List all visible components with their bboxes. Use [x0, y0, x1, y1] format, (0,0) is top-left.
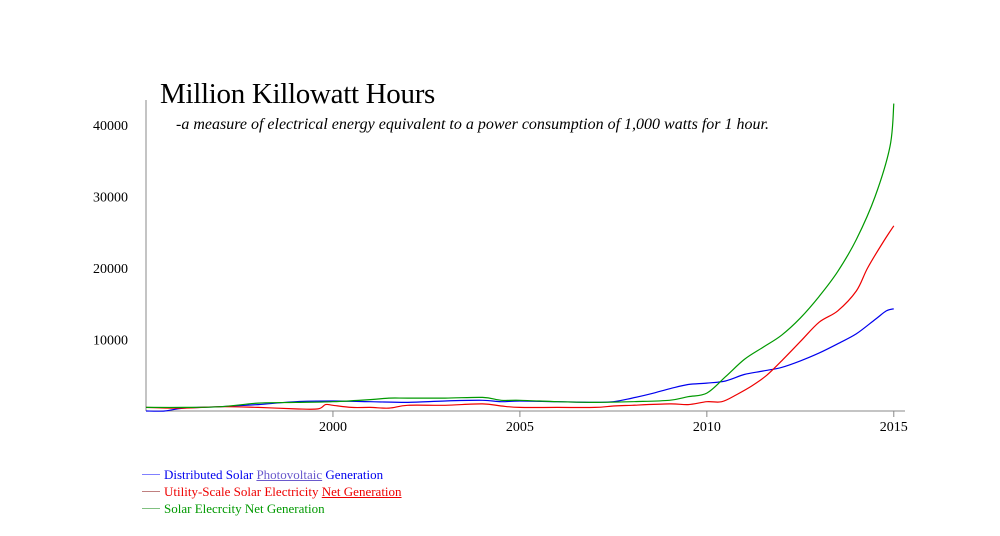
y-tick-label: 40000	[93, 119, 128, 134]
photovoltaic-link[interactable]: Photovoltaic	[256, 466, 323, 482]
x-tick-label: 2005	[506, 420, 534, 435]
legend-text: Distributed Solar	[164, 466, 257, 482]
chart-subtitle: -a measure of electrical energy equivale…	[176, 116, 769, 133]
legend-item-solar-electricity: Solar Elecrcity Net Generation	[142, 500, 402, 517]
legend-item-distributed-solar: Distributed Solar Photovoltaic Generatio…	[142, 466, 402, 483]
series-line-0	[145, 308, 894, 412]
legend-label: Distributed Solar Photovoltaic Generatio…	[164, 467, 383, 483]
x-tick-label: 2010	[693, 420, 721, 435]
legend-label: Solar Elecrcity Net Generation	[164, 500, 325, 516]
chart-title: Million Killowatt Hours	[160, 78, 436, 110]
axes: 2000 2005 2010 2015 10000 20000 30000 40000	[93, 100, 908, 435]
x-tick-label: 2000	[319, 420, 347, 435]
series-line-2	[145, 103, 895, 409]
x-tick-label: 2015	[880, 420, 908, 435]
legend-text: Utility-Scale Solar Electricity	[164, 483, 322, 499]
y-tick-label: 10000	[93, 334, 128, 349]
legend: Distributed Solar Photovoltaic Generatio…	[142, 466, 402, 517]
legend-swatch-red	[142, 491, 160, 492]
y-tick-label: 30000	[93, 191, 128, 206]
series-lines	[145, 103, 895, 412]
legend-swatch-blue	[142, 474, 160, 475]
legend-swatch-green	[142, 508, 160, 509]
y-tick-label: 20000	[93, 262, 128, 277]
legend-text: Generation	[322, 466, 384, 482]
series-line-1	[145, 225, 895, 410]
legend-item-utility-scale: Utility-Scale Solar Electricity Net Gene…	[142, 483, 402, 500]
legend-label: Utility-Scale Solar Electricity Net Gene…	[164, 484, 402, 500]
net-generation-link[interactable]: Net Generation	[321, 483, 402, 499]
